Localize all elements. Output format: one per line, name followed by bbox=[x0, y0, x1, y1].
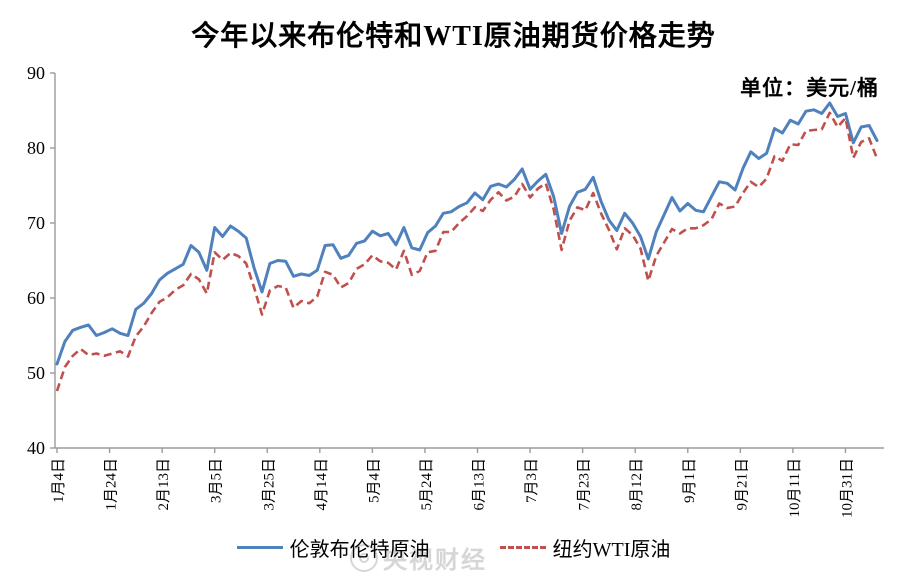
y-tick-label: 90 bbox=[27, 63, 45, 83]
wti-line-swatch-icon bbox=[499, 546, 546, 549]
wti-price-line bbox=[55, 111, 879, 392]
x-tick-label: 1月4日 bbox=[51, 458, 67, 503]
x-tick-label: 8月12日 bbox=[629, 458, 645, 511]
y-tick-label: 80 bbox=[27, 138, 45, 158]
x-tick-label: 7月23日 bbox=[577, 458, 593, 511]
x-tick-label: 1月24日 bbox=[104, 458, 120, 511]
y-tick-label: 60 bbox=[27, 288, 45, 308]
x-tick-label: 4月14日 bbox=[314, 458, 330, 511]
legend-label-wti: 纽约WTI原油 bbox=[552, 539, 671, 561]
legend-item-wti: 纽约WTI原油 bbox=[499, 533, 671, 562]
x-tick-label: 9月21日 bbox=[734, 458, 750, 511]
chart-title: 今年以来布伦特和WTI原油期货价格走势 bbox=[191, 21, 716, 52]
x-tick-label: 10月11日 bbox=[787, 458, 803, 517]
legend-item-brent: 伦敦布伦特原油 bbox=[236, 533, 430, 562]
y-tick-label: 50 bbox=[27, 363, 45, 383]
legend-label-brent: 伦敦布伦特原油 bbox=[289, 539, 430, 561]
x-tick-label: 10月31日 bbox=[839, 458, 855, 518]
x-tick-label: 5月24日 bbox=[419, 458, 435, 511]
brent-price-line bbox=[55, 101, 879, 366]
x-tick-label: 3月5日 bbox=[209, 458, 225, 503]
x-tick-label: 5月4日 bbox=[366, 458, 382, 503]
x-tick-label: 2月13日 bbox=[156, 458, 172, 511]
y-tick-label: 70 bbox=[27, 213, 45, 233]
brent-line-swatch-icon bbox=[236, 546, 283, 549]
y-tick-label: 40 bbox=[27, 438, 45, 458]
x-tick-label: 6月13日 bbox=[472, 458, 488, 511]
x-tick-label: 7月3日 bbox=[524, 458, 540, 503]
x-tick-label: 3月25日 bbox=[261, 458, 277, 511]
legend: 伦敦布伦特原油 纽约WTI原油 bbox=[0, 533, 907, 562]
x-tick-label: 9月1日 bbox=[682, 458, 698, 503]
unit-label: 单位：美元/桶 bbox=[740, 76, 879, 100]
